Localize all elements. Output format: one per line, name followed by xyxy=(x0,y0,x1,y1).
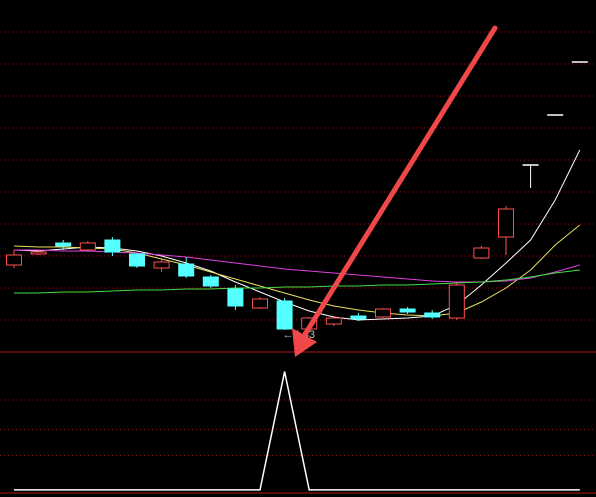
candle-body xyxy=(79,242,96,251)
candle-body xyxy=(276,300,293,330)
candle-body xyxy=(6,254,22,266)
candle-body xyxy=(55,242,72,247)
candle-body xyxy=(498,208,514,238)
candle-body xyxy=(202,276,219,287)
candle-body xyxy=(325,317,342,325)
candle-body xyxy=(153,261,170,269)
price-panel: ←4.33 xyxy=(0,31,596,341)
arrow-head xyxy=(292,328,317,357)
arrow-shaft xyxy=(301,25,498,339)
indicator-line xyxy=(14,371,580,491)
candle-body xyxy=(399,308,416,313)
candle-body xyxy=(424,312,441,318)
indicator-panel xyxy=(0,371,596,491)
candle-body xyxy=(129,253,145,267)
moving-average-line xyxy=(14,269,580,294)
candle-body xyxy=(227,288,244,307)
moving-average-line xyxy=(14,249,580,283)
candle-body xyxy=(448,284,465,319)
candle-body xyxy=(104,239,121,253)
candle-body xyxy=(473,247,490,259)
candle-body xyxy=(350,315,367,320)
candle-body xyxy=(252,298,268,309)
candle-body xyxy=(375,308,391,318)
candle-body xyxy=(30,251,47,255)
candle-body xyxy=(178,263,195,277)
pointer-arrow xyxy=(292,25,498,357)
